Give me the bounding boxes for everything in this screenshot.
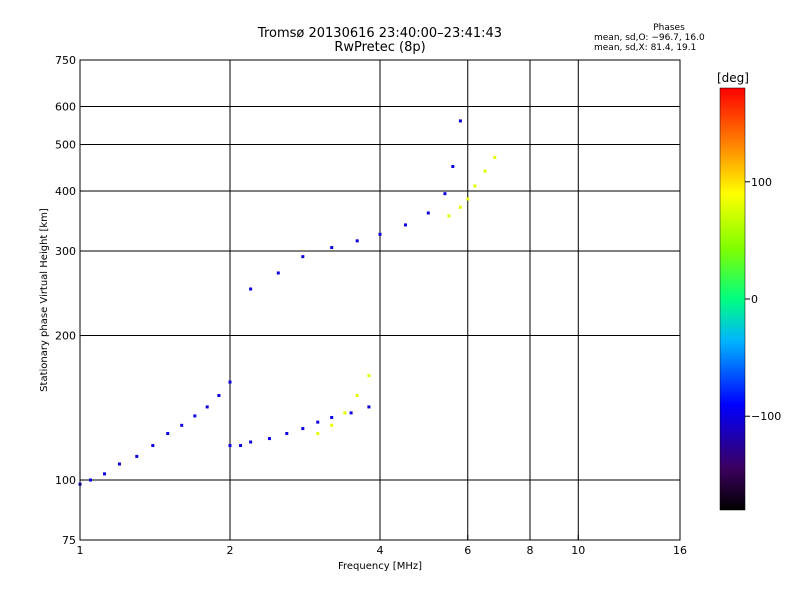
phase-stats: Phases mean, sd,O: −96.7, 16.0 mean, sd,… [594,23,734,53]
data-point [367,374,371,378]
data-point [330,246,334,250]
data-point [166,432,170,436]
chart-subtitle: RwPretec (8p) [334,40,426,55]
y-tick-label: 75 [62,534,76,547]
data-point [316,432,320,436]
data-points [78,119,497,486]
data-point [355,394,359,398]
x-tick-label: 16 [673,544,687,557]
data-point [355,239,359,243]
x-axis-label: Frequency [MHz] [338,561,422,572]
data-point [316,420,320,424]
chart-title: Tromsø 20130616 23:40:00–23:41:43 [257,26,503,41]
colorbar: [deg] 100 0 −100 [717,71,781,511]
data-point [330,423,334,427]
y-tick-label: 600 [55,101,76,114]
data-point [249,440,253,444]
data-point [228,444,232,448]
x-tick-label: 8 [527,544,534,557]
data-point [205,405,209,409]
data-point [473,184,477,188]
data-point [301,427,305,431]
data-point [267,437,271,441]
y-tick-label: 100 [55,474,76,487]
data-point [151,444,155,448]
axes: 1 2 4 6 8 10 16 75 100 200 300 400 500 600 750 [55,54,687,557]
x-tick-label: 2 [227,544,234,557]
data-point [466,197,470,201]
data-point [451,164,455,168]
data-point [458,119,462,123]
data-point [135,454,139,458]
y-tick-label: 500 [55,139,76,152]
data-point [103,472,107,476]
data-point [447,214,451,218]
x-tick-label: 4 [377,544,384,557]
data-point [443,192,447,196]
data-point [285,432,289,436]
data-point [89,478,93,482]
data-point [483,169,487,173]
stats-x-line: mean, sd,X: 81.4, 19.1 [594,43,697,53]
y-tick-label: 400 [55,185,76,198]
colorbar-ticks: 100 0 −100 [745,176,781,423]
colorbar-unit: [deg] [717,71,749,85]
stats-heading: Phases [653,23,685,33]
data-point [180,423,184,427]
data-point [458,205,462,209]
data-point [330,415,334,419]
data-point [193,414,197,418]
data-point [403,223,407,227]
data-point [367,405,371,409]
data-point [343,411,347,415]
data-point [276,271,280,275]
x-tick-label: 1 [77,544,84,557]
data-point [301,255,305,259]
data-point [217,394,221,398]
data-point [239,444,243,448]
x-tick-label: 6 [464,544,471,557]
colorbar-tick-label: 100 [751,176,772,189]
data-point [426,211,430,215]
y-tick-label: 750 [55,54,76,67]
y-tick-label: 300 [55,245,76,258]
data-point [249,287,253,291]
data-point [349,411,353,415]
y-axis-label: Stationary phase Virtual Height [km] [39,208,50,392]
y-tick-label: 200 [55,330,76,343]
colorbar-tick-label: 0 [751,293,758,306]
data-point [228,380,232,384]
grid [80,60,680,540]
colorbar-tick-label: −100 [751,410,781,423]
stats-o-line: mean, sd,O: −96.7, 16.0 [594,33,705,43]
x-tick-label: 10 [571,544,585,557]
data-point [378,232,382,236]
colorbar-gradient [719,87,746,511]
data-point [117,462,121,466]
data-point [493,155,497,159]
